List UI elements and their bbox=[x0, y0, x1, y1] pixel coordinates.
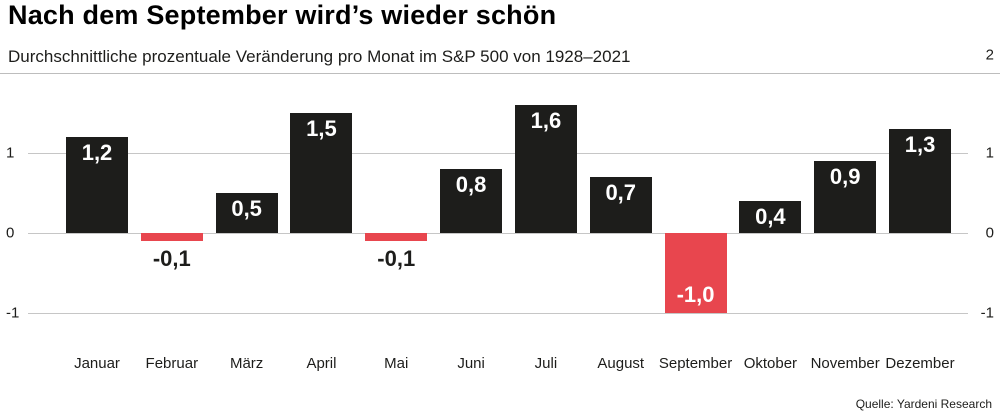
y-axis-tick-left: 0 bbox=[6, 224, 15, 242]
x-axis-label-juni: Juni bbox=[457, 355, 485, 372]
y-axis-tick-right: -1 bbox=[980, 304, 994, 322]
bar-juli bbox=[514, 105, 577, 233]
bar-juni bbox=[440, 169, 503, 233]
gridline bbox=[28, 313, 968, 314]
x-axis-label-mai: Mai bbox=[384, 355, 409, 372]
bar-januar bbox=[66, 137, 128, 233]
bar-value-februar: -0,1 bbox=[152, 246, 191, 271]
bar-value-september: -1,0 bbox=[676, 282, 715, 307]
y-axis-tick-right: 2 bbox=[985, 46, 994, 64]
x-axis-label-oktober: Oktober bbox=[743, 355, 798, 372]
y-axis-tick-left: -1 bbox=[6, 304, 20, 322]
bar-november bbox=[814, 161, 877, 233]
gridline bbox=[0, 73, 1000, 74]
x-axis-label-märz: März bbox=[229, 355, 264, 372]
bar-value-juli: 1,6 bbox=[530, 108, 562, 133]
bar-value-april: 1,5 bbox=[306, 116, 337, 141]
chart-subtitle: Durchschnittliche prozentuale Veränderun… bbox=[8, 47, 631, 66]
bar-value-juni: 0,8 bbox=[455, 172, 487, 197]
bar-mai bbox=[365, 233, 428, 241]
y-axis-tick-right: 0 bbox=[985, 224, 994, 242]
x-axis-label-november: November bbox=[810, 355, 880, 372]
bar-value-november: 0,9 bbox=[829, 164, 861, 189]
page-title: Nach dem September wird’s wieder schön bbox=[8, 0, 557, 30]
bar-august bbox=[589, 177, 652, 233]
bar-value-märz: 0,5 bbox=[231, 196, 262, 221]
bar-value-mai: -0,1 bbox=[377, 246, 416, 271]
bar-value-januar: 1,2 bbox=[81, 140, 113, 165]
x-axis-label-april: April bbox=[306, 355, 337, 372]
y-axis-tick-right: 1 bbox=[985, 144, 994, 162]
bar-value-dezember: 1,3 bbox=[904, 132, 936, 157]
bar-oktober bbox=[739, 201, 802, 233]
bar-februar bbox=[140, 233, 203, 241]
bar-value-oktober: 0,4 bbox=[755, 204, 786, 229]
x-axis-label-februar: Februar bbox=[145, 355, 199, 372]
x-axis-label-dezember: Dezember bbox=[885, 355, 955, 372]
bar-value-august: 0,7 bbox=[605, 180, 637, 205]
bar-september bbox=[664, 233, 727, 313]
x-axis-label-januar: Januar bbox=[74, 355, 120, 372]
gridline bbox=[28, 233, 968, 234]
bar-dezember bbox=[889, 129, 952, 233]
x-axis-label-september: September bbox=[658, 355, 733, 372]
bar-märz bbox=[215, 193, 278, 233]
x-axis-label-august: August bbox=[597, 355, 645, 372]
bar-april bbox=[290, 113, 353, 233]
gridline bbox=[28, 153, 968, 154]
y-axis-tick-left: 1 bbox=[6, 144, 15, 162]
x-axis-label-juli: Juli bbox=[534, 355, 558, 372]
source-credit: Quelle: Yardeni Research bbox=[855, 397, 992, 411]
